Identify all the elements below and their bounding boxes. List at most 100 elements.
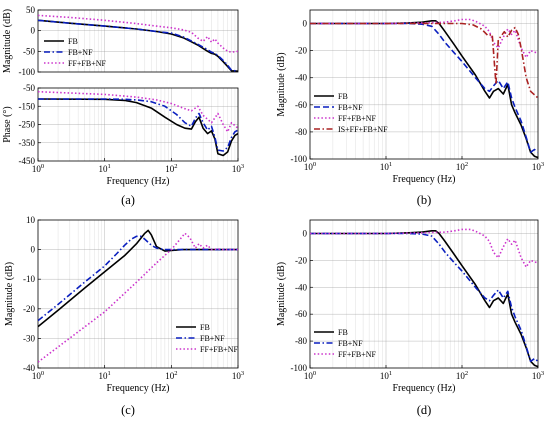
chart-2-xtick-base: 10 — [165, 371, 175, 381]
chart-1-ytick-label: -60 — [295, 100, 307, 110]
chart-2-xtick-exp: 2 — [174, 370, 177, 377]
chart-3-xtick-exp: 1 — [389, 370, 392, 377]
panel-label-3: (d) — [417, 403, 432, 417]
chart-0-1-xtick-label: 101 — [99, 163, 111, 174]
chart-1-xtick-base: 10 — [304, 162, 314, 172]
chart-3-xlabel: Frequency (Hz) — [392, 383, 455, 394]
chart-1-ytick-label: 0 — [303, 19, 308, 29]
chart-0-1-xtick-exp: 3 — [241, 163, 244, 170]
chart-1-legend-label-3: IS+FF+FB+NF — [338, 125, 388, 134]
chart-1-series-3 — [310, 22, 538, 99]
chart-0-1-xtick-base: 10 — [165, 164, 175, 174]
chart-1-xtick-exp: 2 — [465, 161, 468, 168]
chart-3-xtick-exp: 0 — [313, 370, 316, 377]
chart-0-1-ytick-label: -150 — [19, 101, 36, 111]
panel-label-1: (b) — [417, 193, 432, 207]
chart-0-0-series-2 — [38, 14, 238, 53]
chart-0-1-series-1 — [38, 98, 238, 152]
chart-2-legend-label-1: FB+NF — [200, 334, 225, 343]
chart-0-1-series-0 — [38, 98, 238, 157]
chart-2-frame — [37, 219, 239, 369]
chart-0-1-xtick-exp: 2 — [174, 163, 177, 170]
chart-1-xtick-label: 103 — [532, 161, 544, 172]
chart-3-ytick-label: -20 — [295, 255, 307, 265]
chart-0-legend-label-0: FB — [68, 37, 78, 46]
chart-1-ytick-label: -40 — [295, 73, 307, 83]
chart-1-ytick-label: -80 — [295, 127, 307, 137]
chart-3-xtick-label: 103 — [532, 370, 544, 381]
chart-3-series-1 — [310, 232, 538, 363]
chart-0-0-axes: -100 -50 0 50 Magnitude (dB) — [2, 5, 239, 77]
chart-0-0-frame — [37, 9, 239, 73]
chart-1-xtick-base: 10 — [456, 162, 466, 172]
chart-2-ytick-label: -40 — [23, 363, 35, 373]
panel-label-2: (c) — [121, 403, 135, 417]
chart-1-ytick-label: -20 — [295, 46, 307, 56]
chart-0-legend-label-1: FB+NF — [68, 48, 93, 57]
chart-0-1-series-2 — [38, 90, 238, 133]
chart-3-legend: FB FB+NF FF+FB+NF — [314, 328, 376, 359]
chart-2-xtick-base: 10 — [99, 371, 109, 381]
chart-0-legend-label-2: FF+FB+NF — [68, 59, 106, 68]
chart-2-ytick-label: -20 — [23, 304, 35, 314]
chart-1-xtick-base: 10 — [532, 162, 542, 172]
chart-3-ytick-label: -100 — [291, 363, 308, 373]
chart-0-0-ytick-label: -100 — [19, 67, 36, 77]
chart-1-series-0 — [310, 20, 538, 159]
chart-1-series-2 — [310, 18, 538, 59]
chart-0-1-xtick-base: 10 — [32, 164, 42, 174]
chart-0-1-xtick-base: 10 — [232, 164, 242, 174]
chart-3-frame — [309, 219, 539, 369]
chart-0-1-ylabel: Phase (°) — [2, 106, 13, 143]
chart-3-xtick-label: 100 — [304, 370, 316, 381]
chart-1-xtick-exp: 0 — [313, 161, 316, 168]
chart-0-1-ytick-label: -50 — [23, 83, 35, 93]
chart-1-legend-label-1: FB+NF — [338, 103, 363, 112]
chart-2-xtick-label: 100 — [32, 370, 44, 381]
chart-3-xtick-base: 10 — [532, 371, 542, 381]
chart-2-series-2 — [38, 232, 238, 363]
chart-2-xtick-base: 10 — [232, 371, 242, 381]
chart-0-1-ytick-label: -250 — [19, 120, 36, 130]
chart-3-ytick-label: -40 — [295, 282, 307, 292]
chart-0-0-series-1 — [38, 19, 238, 72]
chart-2-xtick-exp: 0 — [41, 370, 44, 377]
chart-0-1-ytick-label: -350 — [19, 138, 36, 148]
chart-1-xtick-base: 10 — [380, 162, 390, 172]
chart-0-1-xtick-exp: 1 — [108, 163, 111, 170]
chart-0-1-xlabel: Frequency (Hz) — [106, 176, 169, 187]
chart-2-xtick-label: 102 — [165, 370, 177, 381]
chart-3-series-2 — [310, 228, 538, 268]
chart-2-xtick-base: 10 — [32, 371, 42, 381]
chart-1-frame — [309, 9, 539, 160]
chart-2-xtick-label: 101 — [99, 370, 111, 381]
chart-1-xtick-label: 100 — [304, 161, 316, 172]
chart-2-legend-label-2: FF+FB+NF — [200, 345, 238, 354]
chart-1-ytick-label: -100 — [291, 154, 308, 164]
chart-0-1-ytick-label: -450 — [19, 156, 36, 166]
chart-2-xtick-exp: 3 — [241, 370, 244, 377]
chart-0-0-series-0 — [38, 19, 238, 72]
chart-3-ylabel: Magnitude (dB) — [276, 262, 287, 326]
chart-2-legend: FB FB+NF FF+FB+NF — [176, 323, 238, 354]
chart-3-xtick-base: 10 — [456, 371, 466, 381]
chart-1-legend-label-0: FB — [338, 92, 348, 101]
chart-2-xtick-label: 103 — [232, 370, 244, 381]
chart-0-1-xtick-exp: 0 — [41, 163, 44, 170]
chart-0-legend: FB FB+NF FF+FB+NF — [44, 37, 106, 68]
chart-3-ytick-label: -60 — [295, 309, 307, 319]
chart-2-ytick-label: -10 — [23, 274, 35, 284]
chart-2-ytick-label: -30 — [23, 333, 35, 343]
chart-1-xtick-label: 101 — [380, 161, 392, 172]
chart-1-xtick-exp: 3 — [541, 161, 544, 168]
chart-0-0-ytick-label: 50 — [26, 5, 36, 15]
chart-1-legend: FB FB+NF FF+FB+NF IS+FF+FB+NF — [314, 92, 388, 134]
panel-label-0: (a) — [121, 193, 135, 207]
chart-3-ytick-label: -80 — [295, 336, 307, 346]
chart-3-series-0 — [310, 230, 538, 368]
chart-2-series-1 — [38, 235, 238, 322]
chart-1-series-1 — [310, 22, 538, 153]
chart-3-xtick-label: 102 — [456, 370, 468, 381]
